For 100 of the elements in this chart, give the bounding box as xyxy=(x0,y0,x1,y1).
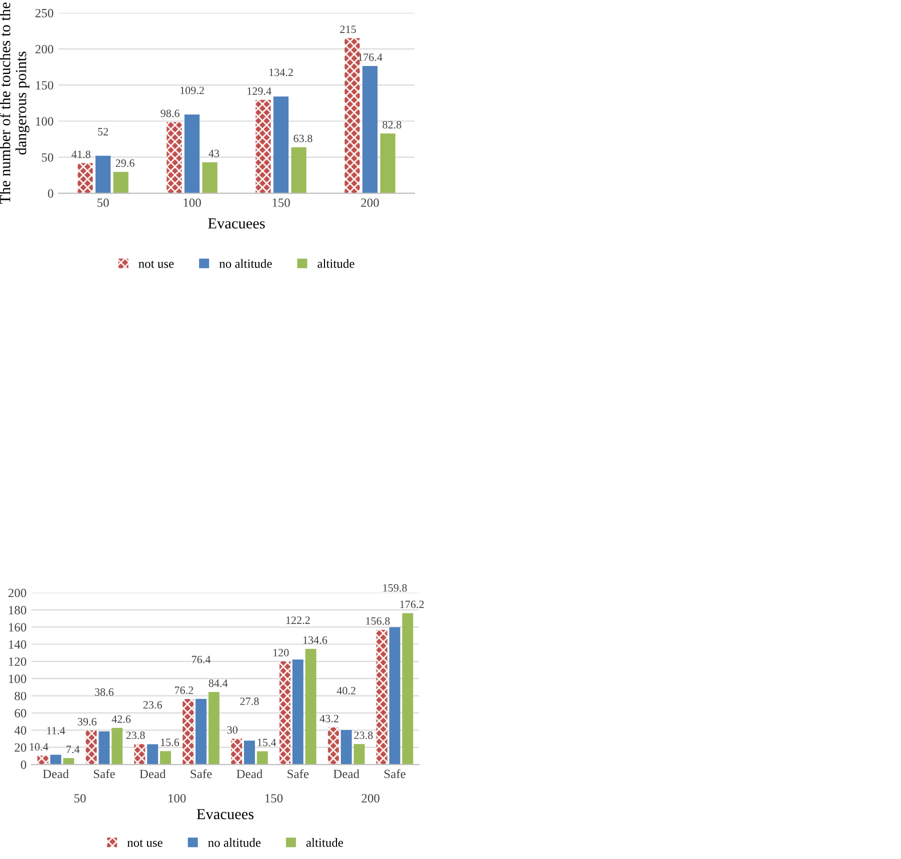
data-label: 39.6 xyxy=(78,718,96,726)
bar xyxy=(376,630,388,765)
bar xyxy=(182,699,194,765)
y-tick-label: 150 xyxy=(36,81,54,90)
y-tick-label: 100 xyxy=(36,117,54,126)
x-tick-label: Safe xyxy=(190,769,212,778)
data-label: 23.8 xyxy=(354,732,373,740)
x-tick-label: Dead xyxy=(42,769,69,778)
legend-label: no altitude xyxy=(219,259,272,268)
y-tick-label: 200 xyxy=(36,44,54,54)
y-tick-label: 40 xyxy=(14,726,26,735)
data-label: 120 xyxy=(273,648,289,656)
data-label: 27.8 xyxy=(240,698,259,706)
legend-label: altitude xyxy=(318,259,354,268)
data-label: 10.4 xyxy=(30,743,48,751)
y-tick-label: 100 xyxy=(9,674,26,684)
bar xyxy=(344,38,360,194)
data-label: 40.2 xyxy=(336,686,356,694)
bar xyxy=(291,147,306,194)
x-tick-label: 50 xyxy=(98,198,109,207)
bar xyxy=(95,156,111,194)
data-label: 176.2 xyxy=(400,600,424,608)
x-tick-label: Safe xyxy=(384,769,406,778)
x-tick-label: 150 xyxy=(272,198,290,207)
y-tick-label: 120 xyxy=(9,657,26,666)
bar xyxy=(112,728,123,765)
data-label: 7.4 xyxy=(66,746,80,754)
bar xyxy=(196,698,207,765)
bar xyxy=(134,744,146,765)
data-label: 30 xyxy=(227,726,238,734)
bar xyxy=(160,751,172,765)
data-label: 122.2 xyxy=(286,616,310,624)
bar xyxy=(113,172,128,194)
y-tick-label: 20 xyxy=(14,743,26,752)
bar xyxy=(50,754,62,765)
data-label: 23.8 xyxy=(126,732,145,740)
bar xyxy=(389,627,400,765)
data-label: 134.6 xyxy=(303,636,328,644)
text: 100 xyxy=(168,794,186,803)
bar xyxy=(86,730,97,765)
y-tick-label: 140 xyxy=(9,640,26,649)
legend-label: not use xyxy=(127,840,162,847)
bar xyxy=(256,100,271,194)
bar xyxy=(184,114,200,194)
data-label: 76.4 xyxy=(192,656,211,664)
data-label: 15.6 xyxy=(160,738,180,746)
y-tick-label: 250 xyxy=(36,8,54,18)
bar xyxy=(354,744,365,765)
bar xyxy=(37,756,48,765)
bar xyxy=(328,727,339,765)
x-tick-label: Safe xyxy=(288,769,309,778)
x-axis-title: Evacuees xyxy=(208,218,265,229)
data-label: 76.2 xyxy=(174,686,194,694)
text: 200 xyxy=(362,794,380,803)
bar xyxy=(292,660,304,765)
data-label: 98.6 xyxy=(160,110,180,118)
x-tick-label: 200 xyxy=(361,198,379,207)
y-tick-label: 0 xyxy=(20,760,26,769)
x-axis-title: Evacuees xyxy=(196,809,254,820)
data-label: 42.6 xyxy=(112,715,131,723)
data-label: 52 xyxy=(98,128,108,136)
bar xyxy=(98,731,110,765)
bar xyxy=(208,692,220,765)
data-label: 129.4 xyxy=(248,87,272,95)
bar xyxy=(166,122,182,194)
bar xyxy=(273,96,289,194)
x-tick-label: 100 xyxy=(184,198,201,207)
data-label: 109.2 xyxy=(180,86,204,94)
bar xyxy=(256,751,268,765)
data-label: 156.8 xyxy=(366,617,390,625)
data-label: 159.8 xyxy=(383,584,407,592)
text: 50 xyxy=(74,794,86,803)
data-label: 215 xyxy=(340,26,356,34)
data-label: 11.4 xyxy=(47,726,66,734)
bar xyxy=(231,738,242,765)
legend-label: altitude xyxy=(306,838,343,847)
text: 150 xyxy=(265,794,283,803)
data-label: 41.8 xyxy=(72,150,90,158)
x-tick-label: Dead xyxy=(236,769,262,778)
y-tick-label: 50 xyxy=(42,153,54,162)
bar xyxy=(362,66,378,194)
data-label: 29.6 xyxy=(116,159,134,167)
y-tick-label: 160 xyxy=(9,623,26,632)
bar xyxy=(340,730,352,765)
data-label: 38.6 xyxy=(94,688,114,696)
data-label: 43.2 xyxy=(320,714,338,722)
bar xyxy=(78,163,93,194)
bar xyxy=(202,162,218,194)
y-tick-label: 60 xyxy=(14,708,26,718)
y-tick-label: 180 xyxy=(9,606,26,614)
x-tick-label: Dead xyxy=(333,769,360,778)
x-tick-label: Dead xyxy=(140,769,166,778)
bar xyxy=(279,661,290,765)
data-label: 15.4 xyxy=(258,738,276,746)
bar xyxy=(244,740,255,765)
bar xyxy=(63,758,74,765)
legend-label: no altitude xyxy=(208,838,261,847)
data-label: 43 xyxy=(208,150,220,158)
data-label: 23.6 xyxy=(143,701,162,709)
bar xyxy=(305,648,316,765)
